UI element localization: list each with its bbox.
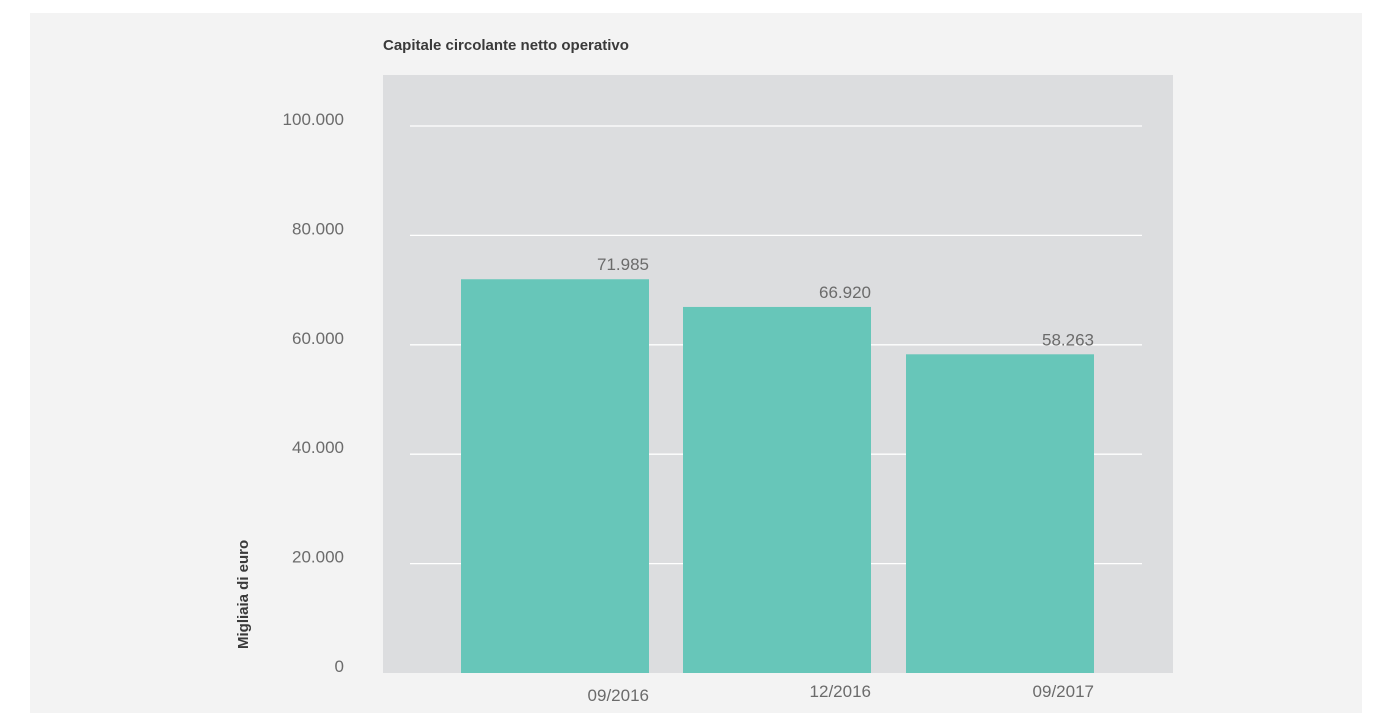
y-tick-label: 60.000 [292, 329, 344, 348]
bar [683, 306, 871, 673]
y-tick-label: 0 [335, 657, 344, 676]
bar-value-label: 58.263 [1042, 330, 1094, 349]
x-tick-label: 09/2016 [588, 686, 649, 705]
bar [461, 279, 649, 673]
y-tick-label: 20.000 [292, 548, 344, 567]
x-axis-ticks: 09/2016 12/2016 09/2017 [588, 682, 1094, 705]
chart-panel: Capitale circolante netto operativo 0 20.… [30, 13, 1362, 713]
y-axis-title: Migliaia di euro [235, 540, 252, 649]
bar-value-label: 71.985 [597, 255, 649, 274]
y-tick-label: 80.000 [292, 219, 344, 238]
bars [461, 279, 1094, 673]
y-tick-label: 40.000 [292, 438, 344, 457]
x-tick-label: 09/2017 [1033, 682, 1094, 701]
chart-title: Capitale circolante netto operativo [383, 37, 629, 54]
x-tick-label: 12/2016 [810, 682, 871, 701]
bar [906, 354, 1094, 673]
y-axis-ticks: 0 20.000 40.000 60.000 80.000 100.000 [283, 110, 344, 676]
y-tick-label: 100.000 [283, 110, 344, 129]
bar-chart: 0 20.000 40.000 60.000 80.000 100.000 09/2016… [235, 75, 1173, 705]
data-labels: 71.985 66.920 58.263 [597, 255, 1094, 349]
bar-value-label: 66.920 [819, 283, 871, 302]
